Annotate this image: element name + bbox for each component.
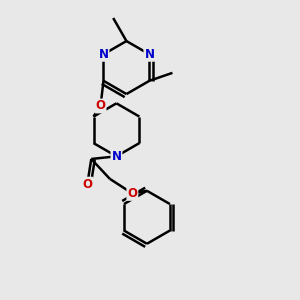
Text: N: N: [98, 48, 109, 61]
Text: O: O: [82, 178, 92, 191]
Text: O: O: [128, 187, 137, 200]
Text: N: N: [112, 150, 122, 163]
Text: N: N: [144, 48, 154, 61]
Text: O: O: [96, 100, 106, 112]
